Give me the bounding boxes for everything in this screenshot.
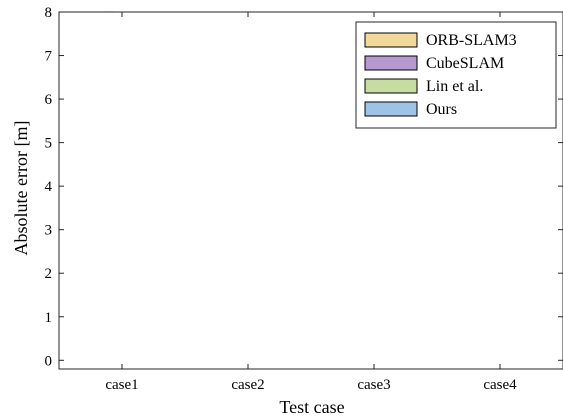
legend-swatch	[364, 101, 418, 117]
y-tick-label: 5	[45, 136, 53, 152]
y-tick-label: 4	[45, 179, 53, 195]
legend-swatch	[364, 32, 418, 48]
y-axis-title: Absolute error [m]	[11, 121, 31, 256]
legend-label: Ours	[426, 101, 457, 118]
x-tick-label: case2	[231, 377, 264, 393]
y-tick-label: 2	[45, 266, 53, 282]
x-tick-label: case4	[483, 377, 517, 393]
legend-swatch	[364, 78, 418, 94]
y-tick-label: 7	[45, 49, 53, 65]
x-tick-label: case1	[105, 377, 138, 393]
legend: ORB-SLAM3 CubeSLAM Lin et al. Ours	[355, 21, 557, 129]
legend-label: ORB-SLAM3	[426, 32, 517, 49]
legend-label: CubeSLAM	[426, 55, 504, 72]
y-tick-label: 6	[45, 92, 53, 108]
x-tick-label: case3	[357, 377, 390, 393]
y-tick-label: 8	[45, 5, 53, 21]
y-tick-label: 3	[45, 223, 53, 239]
x-axis-title: Test case	[279, 397, 344, 417]
legend-label: Lin et al.	[426, 78, 483, 95]
y-tick-label: 0	[45, 353, 53, 369]
y-tick-label: 1	[45, 310, 53, 326]
legend-swatch	[364, 55, 418, 71]
